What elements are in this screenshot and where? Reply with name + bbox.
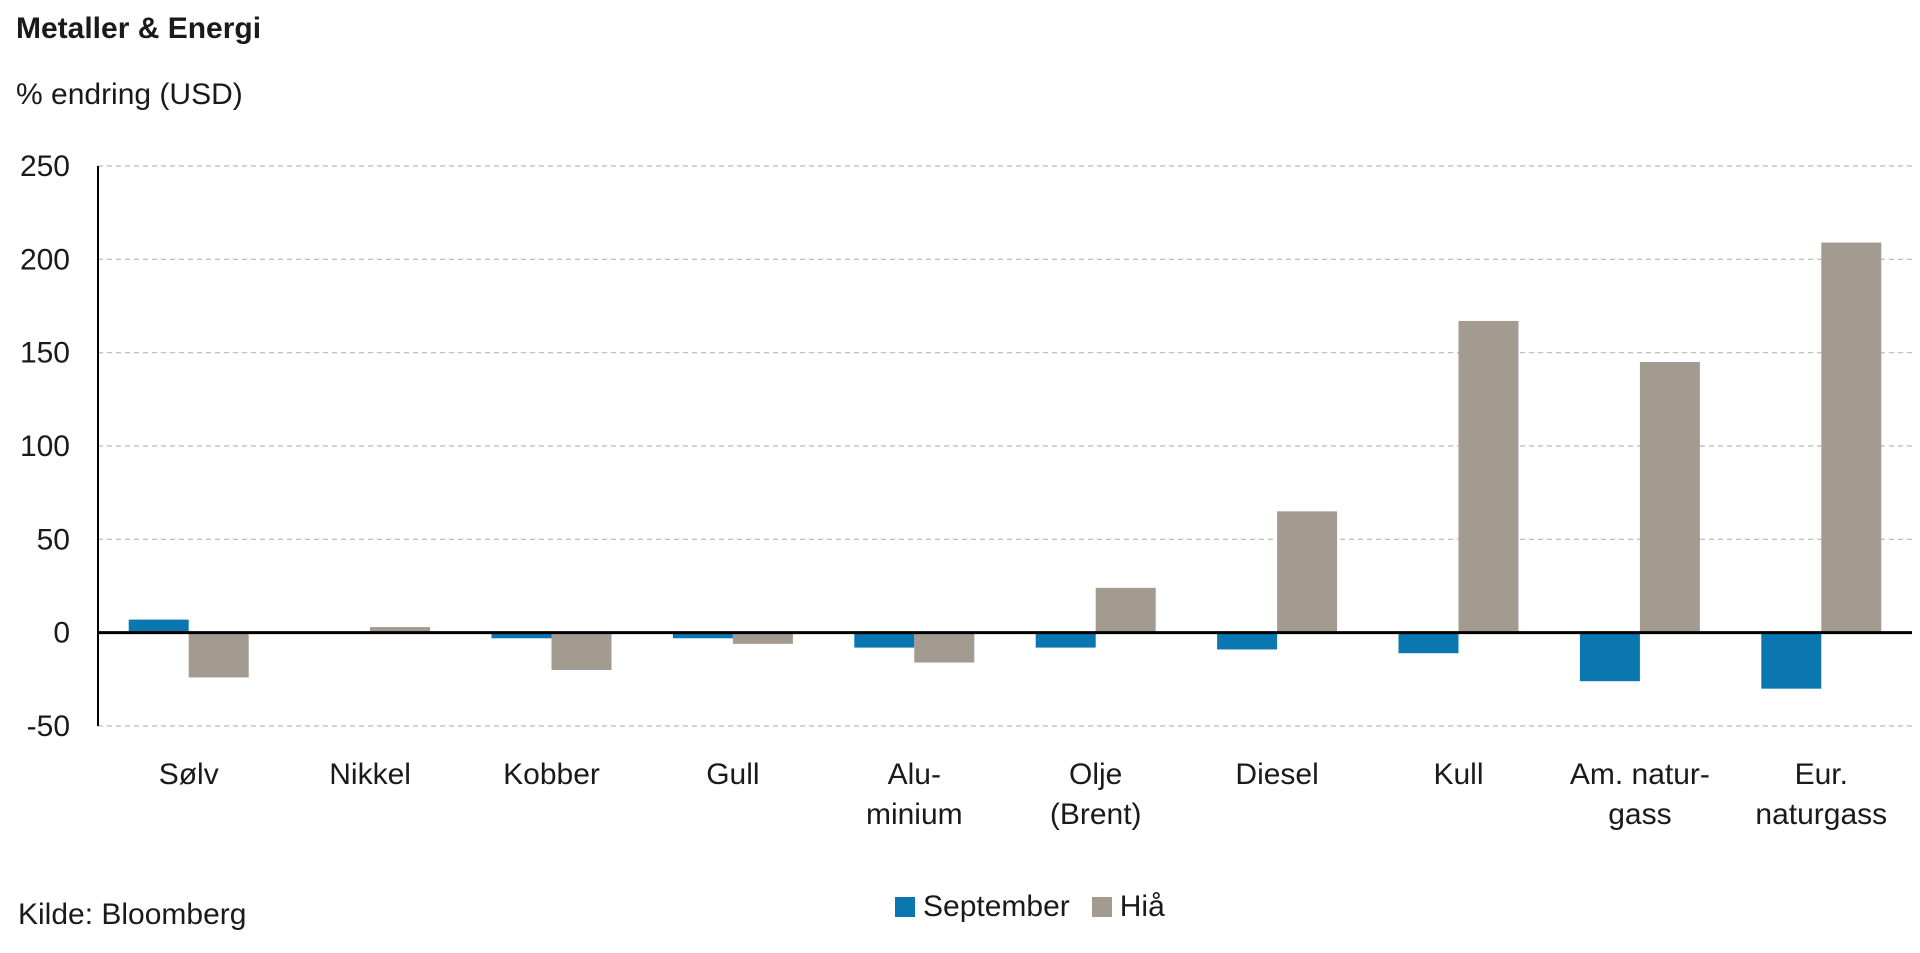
bar-hia xyxy=(1277,511,1338,633)
bar-hia xyxy=(551,632,612,670)
x-tick-label: Kobber xyxy=(503,758,600,791)
source-note: Kilde: Bloomberg xyxy=(18,898,247,931)
bar-september xyxy=(1217,632,1278,650)
x-tick-label: Alu-minium xyxy=(866,758,963,831)
bar-hia xyxy=(1821,242,1882,633)
x-tick-label: Nikkel xyxy=(329,758,411,791)
legend: September Hiå xyxy=(895,890,1187,924)
y-tick-label: 100 xyxy=(20,430,70,463)
y-axis-label: % endring (USD) xyxy=(16,78,243,111)
bar-hia xyxy=(370,627,431,633)
y-tick-label: 200 xyxy=(20,243,70,276)
bar-hia xyxy=(1458,320,1519,633)
y-tick-label: 0 xyxy=(53,617,70,650)
x-tick-label: Gull xyxy=(706,758,759,791)
x-tick-label: Sølv xyxy=(159,758,219,791)
y-tick-labels: -50 0 50 100 150 200 250 xyxy=(20,150,70,743)
x-tick-label: Eur. naturgass xyxy=(1755,758,1887,831)
x-tick-label: Kull xyxy=(1433,758,1483,791)
bar-hia xyxy=(732,632,793,644)
bar-september xyxy=(128,619,189,633)
x-tick-label: Olje (Brent) xyxy=(1050,758,1142,831)
legend-label-september: September xyxy=(923,890,1070,923)
legend-swatch-hia xyxy=(1091,897,1112,917)
bar-september xyxy=(672,632,733,639)
y-tick-label: 250 xyxy=(20,150,70,183)
bar-hia xyxy=(188,632,249,678)
bar-september xyxy=(491,632,552,639)
bars xyxy=(128,242,1882,689)
y-tick-label: 150 xyxy=(20,337,70,370)
chart-title: Metaller & Energi xyxy=(16,12,262,45)
legend-label-hia: Hiå xyxy=(1119,890,1165,923)
bar-september xyxy=(1398,632,1459,654)
y-tick-label: 50 xyxy=(37,523,70,556)
axes xyxy=(97,166,1912,726)
bar-hia xyxy=(1639,362,1700,633)
bar-september xyxy=(854,632,915,648)
bar-hia xyxy=(1095,587,1156,633)
bar-september xyxy=(1579,632,1640,682)
legend-swatch-september xyxy=(895,897,915,917)
x-tick-label: Am. natur-gass xyxy=(1570,758,1710,831)
x-tick-label: Diesel xyxy=(1235,758,1318,791)
bar-hia xyxy=(914,632,975,663)
bar-september xyxy=(1035,632,1096,648)
x-tick-labels: Sølv Nikkel Kobber Gull Alu-minium Olje (Brent… xyxy=(159,758,1887,831)
y-tick-label: -50 xyxy=(27,710,70,743)
legend-item-hia: Hiå xyxy=(1091,890,1165,924)
legend-item-september: September xyxy=(895,890,1070,924)
bar-september xyxy=(1761,632,1822,689)
